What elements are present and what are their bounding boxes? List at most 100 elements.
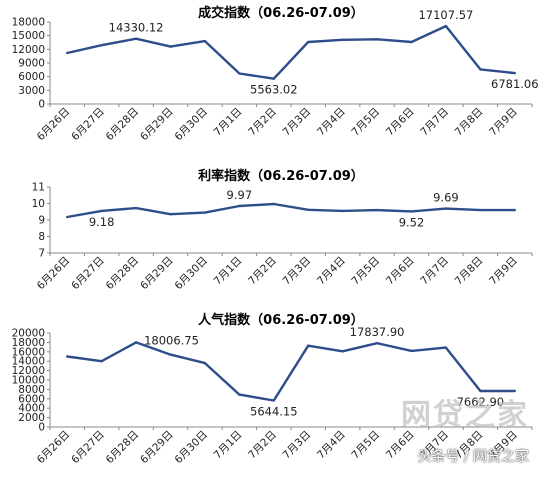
data-point: [341, 38, 344, 41]
x-tick-label: 6月28日: [104, 106, 142, 144]
x-tick-label: 7月5日: [349, 255, 382, 288]
y-tick-label: 18000: [12, 337, 45, 349]
data-point: [341, 209, 344, 213]
x-tick-label: 7月3日: [281, 255, 314, 288]
data-label: 5563.02: [250, 83, 298, 97]
x-tick-label: 7月9日: [487, 255, 520, 288]
y-tick-label: 7: [38, 248, 45, 260]
y-tick-label: 0: [38, 422, 45, 434]
watermark-badge: 网贷之家: [401, 398, 529, 433]
data-point: [479, 68, 482, 71]
data-point: [238, 393, 241, 396]
data-point: [100, 209, 103, 213]
y-tick-label: 18000: [12, 17, 45, 29]
data-label: 17107.57: [418, 8, 473, 22]
y-tick-label: 10: [32, 198, 45, 210]
x-tick-label: 7月5日: [349, 106, 382, 139]
data-point: [134, 206, 138, 210]
data-point: [479, 208, 482, 212]
data-point: [100, 360, 103, 363]
data-point: [375, 341, 379, 345]
data-point: [66, 51, 69, 55]
watermark-text: 头条号 / 网贷之家: [417, 449, 529, 465]
data-label: 9.18: [89, 215, 115, 229]
data-point: [134, 341, 138, 344]
x-tick-label: 7月3日: [281, 106, 314, 139]
data-label: 7662.90: [457, 395, 505, 409]
data-label: 9.52: [399, 215, 425, 229]
x-tick-label: 7月2日: [246, 429, 279, 462]
x-tick-label: 6月26日: [35, 429, 73, 467]
y-tick-label: 9: [38, 215, 45, 227]
data-point: [203, 39, 207, 43]
data-point: [134, 37, 138, 40]
x-tick-label: 7月9日: [487, 106, 520, 139]
x-tick-label: 6月26日: [35, 255, 73, 293]
chart-interest-rate-index: 利率指数（06.26-07.09）78910116月26日6月27日6月28日6…: [32, 168, 533, 293]
y-tick-label: 20000: [12, 328, 45, 340]
series-line: [67, 341, 515, 402]
x-tick-label: 7月3日: [281, 429, 314, 462]
data-point: [66, 355, 69, 358]
x-tick-label: 7月8日: [453, 255, 486, 288]
x-tick-label: 7月1日: [212, 106, 245, 139]
x-tick-label: 6月30日: [173, 429, 211, 467]
y-tick-label: 8: [38, 231, 45, 243]
y-tick-label: 3000: [18, 85, 45, 97]
x-tick-label: 6月29日: [138, 255, 176, 293]
y-tick-label: 10000: [12, 375, 45, 387]
data-point: [307, 40, 310, 44]
x-tick-label: 6月28日: [104, 255, 142, 293]
y-tick-label: 2000: [18, 412, 45, 424]
y-tick-label: 12000: [12, 44, 45, 56]
y-tick-label: 11: [32, 182, 45, 194]
data-point: [66, 215, 69, 219]
data-point: [341, 350, 344, 353]
x-tick-label: 6月27日: [69, 106, 107, 144]
x-tick-label: 7月6日: [384, 255, 417, 288]
x-tick-label: 7月7日: [418, 106, 451, 139]
x-tick-label: 7月5日: [349, 429, 382, 462]
x-tick-label: 6月27日: [69, 255, 107, 293]
data-point: [169, 353, 172, 356]
data-point: [238, 72, 241, 75]
y-tick-label: 6000: [18, 393, 45, 405]
data-point: [203, 211, 207, 214]
series-line: [66, 24, 515, 80]
x-tick-label: 6月26日: [35, 106, 73, 144]
data-point: [410, 349, 413, 353]
x-tick-label: 6月27日: [69, 429, 107, 467]
data-label: 5644.15: [250, 404, 298, 418]
data-label: 14330.12: [109, 21, 164, 35]
data-label: 9.69: [433, 191, 459, 205]
data-point: [444, 24, 448, 28]
data-point: [238, 204, 241, 208]
chart-title: 利率指数（06.26-07.09）: [198, 168, 364, 184]
data-point: [100, 44, 103, 47]
data-label: 17837.90: [350, 325, 405, 339]
x-tick-label: 6月30日: [173, 255, 211, 293]
data-point: [375, 208, 379, 212]
x-tick-label: 7月6日: [384, 106, 417, 139]
data-point: [272, 202, 275, 206]
data-label: 9.97: [227, 188, 253, 202]
x-tick-label: 7月2日: [246, 106, 279, 139]
y-tick-label: 6000: [18, 71, 45, 83]
x-tick-label: 6月29日: [138, 106, 176, 144]
y-tick-label: 15000: [12, 30, 45, 42]
data-point: [513, 208, 516, 212]
data-point: [444, 346, 448, 349]
y-tick-label: 14000: [12, 356, 45, 368]
chart-title: 成交指数（06.26-07.09）: [198, 5, 364, 21]
x-tick-label: 7月4日: [315, 106, 348, 139]
data-point: [375, 38, 379, 41]
y-tick-label: 8000: [18, 384, 45, 396]
x-tick-label: 6月30日: [173, 106, 211, 144]
y-tick-label: 9000: [18, 58, 45, 70]
data-point: [410, 40, 413, 44]
x-tick-label: 7月1日: [212, 429, 245, 462]
series-line: [66, 202, 515, 219]
data-point: [169, 45, 172, 48]
data-point: [307, 344, 310, 347]
